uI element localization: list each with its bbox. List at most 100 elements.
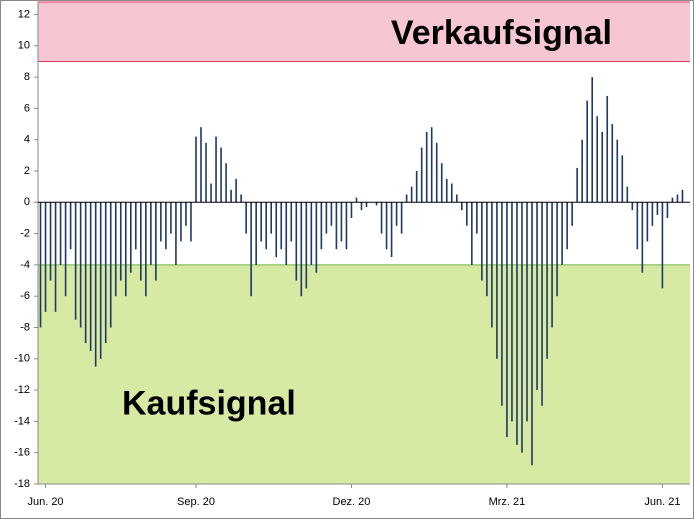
bar (340, 202, 343, 242)
bar (561, 202, 563, 265)
bar (170, 202, 172, 234)
bar (425, 131, 428, 203)
bar (215, 136, 217, 203)
x-tick-label: Jun. 21 (644, 496, 680, 508)
bar (566, 202, 568, 250)
bar (135, 202, 137, 250)
bar (501, 202, 503, 406)
bar (44, 202, 47, 312)
bar (531, 202, 533, 466)
bar (440, 163, 443, 203)
bar (180, 202, 182, 242)
bar (466, 202, 468, 226)
bar (190, 202, 192, 242)
bar (400, 202, 403, 234)
bar (420, 147, 423, 203)
bar (626, 186, 629, 203)
bar (481, 202, 483, 281)
bar (365, 202, 368, 208)
bar (591, 77, 593, 203)
bar (621, 155, 624, 203)
bar (275, 202, 278, 258)
bar (69, 202, 72, 250)
bar (140, 202, 142, 281)
bar (300, 202, 303, 297)
bar (445, 178, 448, 203)
y-tick-label: 4 (24, 134, 30, 146)
bar (556, 202, 558, 297)
bar (235, 178, 237, 203)
signal-zone (38, 2, 690, 62)
bar (430, 127, 433, 203)
bar (220, 147, 222, 203)
bar (611, 124, 614, 203)
bar (616, 139, 619, 203)
bar (586, 100, 588, 203)
bar (295, 202, 298, 281)
y-tick-label: -4 (20, 259, 30, 271)
y-tick-label: -2 (20, 228, 30, 240)
bar (641, 202, 644, 273)
bar (516, 202, 518, 445)
bar (496, 202, 498, 359)
x-tick-label: Sep. 20 (177, 496, 215, 508)
bar (521, 202, 523, 453)
bar (210, 183, 212, 203)
bar (230, 189, 232, 203)
bar (455, 194, 458, 203)
zone-label: Kaufsignal (122, 385, 296, 423)
bar (124, 202, 127, 297)
x-tick-label: Jun. 20 (27, 496, 63, 508)
bar (150, 202, 152, 265)
bar (405, 194, 408, 203)
bar (49, 202, 52, 281)
y-tick-label: -14 (14, 415, 30, 427)
bar (661, 202, 664, 289)
bar (200, 127, 202, 203)
bar (486, 202, 488, 297)
bar (320, 202, 323, 250)
zone-label: Verkaufsignal (391, 14, 612, 52)
bar (290, 202, 293, 242)
bar (461, 202, 463, 211)
bar (280, 202, 283, 250)
bar (195, 136, 197, 203)
bar (606, 95, 609, 203)
bar (39, 202, 42, 328)
bar (415, 171, 418, 203)
bar (335, 202, 338, 250)
bar (551, 202, 553, 328)
bar (435, 142, 438, 203)
bar (109, 202, 112, 328)
bar (571, 202, 573, 226)
bar (681, 189, 684, 203)
bar (636, 202, 639, 250)
y-tick-label: -6 (20, 290, 30, 302)
bar (536, 202, 538, 391)
bar (185, 202, 187, 226)
bar (395, 202, 398, 226)
bar (175, 202, 177, 265)
bar (576, 167, 578, 203)
bar (119, 202, 122, 281)
bar (64, 202, 67, 297)
bar (270, 202, 273, 234)
y-tick-label: 12 (18, 8, 30, 20)
bar (671, 197, 674, 203)
bar (471, 202, 473, 265)
bar (305, 202, 308, 289)
bar (410, 186, 413, 203)
bar (260, 202, 262, 242)
bar (390, 202, 393, 258)
x-tick-label: Dez. 20 (333, 496, 371, 508)
bar (104, 202, 107, 344)
bar (380, 202, 383, 234)
bar (676, 194, 679, 203)
bar (646, 202, 649, 242)
bar (89, 202, 92, 351)
bar (310, 202, 313, 265)
bar (656, 202, 659, 215)
y-tick-label: 8 (24, 71, 30, 83)
signal-zone (38, 264, 690, 484)
